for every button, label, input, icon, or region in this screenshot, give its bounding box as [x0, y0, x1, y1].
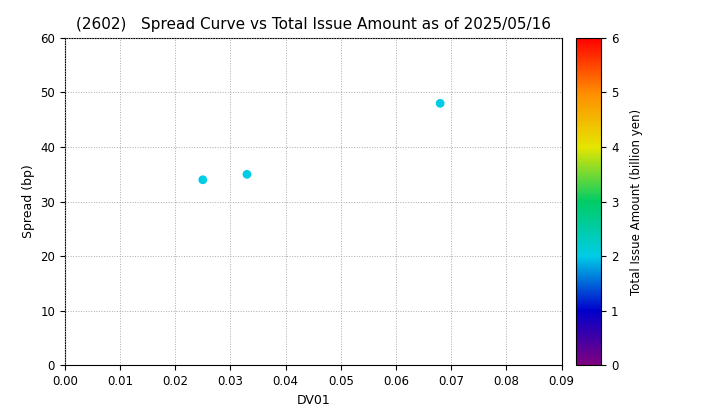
Y-axis label: Spread (bp): Spread (bp)	[22, 165, 35, 239]
Y-axis label: Total Issue Amount (billion yen): Total Issue Amount (billion yen)	[629, 108, 642, 295]
Title: (2602)   Spread Curve vs Total Issue Amount as of 2025/05/16: (2602) Spread Curve vs Total Issue Amoun…	[76, 18, 551, 32]
Point	[241, 171, 253, 178]
X-axis label: DV01: DV01	[297, 394, 330, 407]
Point	[197, 176, 209, 183]
Point	[434, 100, 446, 107]
